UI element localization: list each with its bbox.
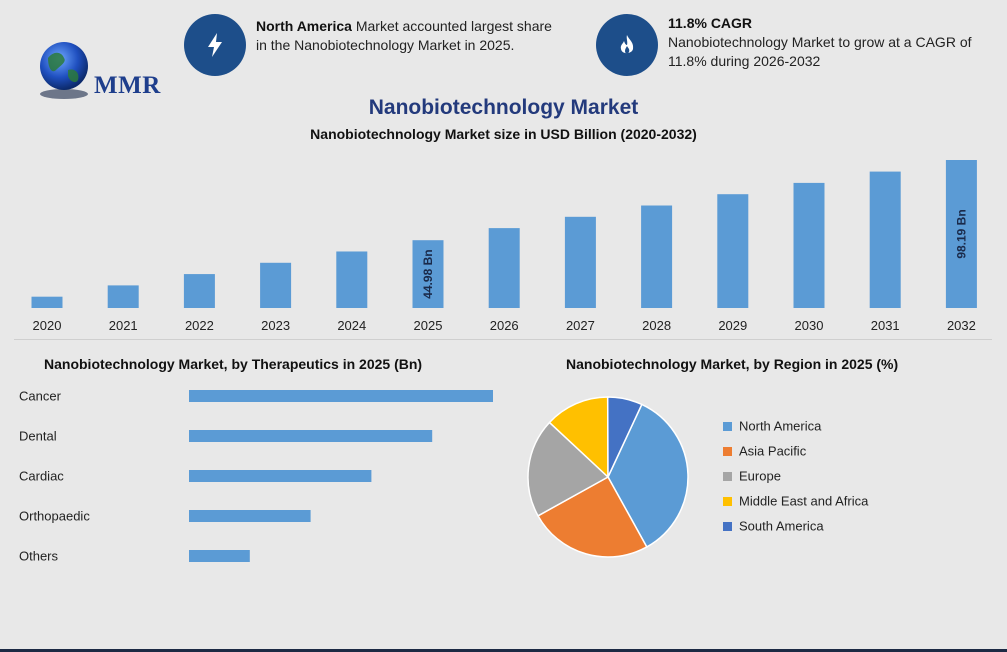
x-tick-label: 2020 <box>33 318 62 333</box>
info-card-cagr-body: Nanobiotechnology Market to grow at a CA… <box>668 34 972 69</box>
legend-label: Middle East and Africa <box>739 494 869 509</box>
legend-label: Asia Pacific <box>739 444 807 459</box>
flame-icon-badge <box>596 14 658 76</box>
info-card-region-text: North America Market accounted largest s… <box>256 17 556 55</box>
region-pie-chart: North America Asia Pacific Europe Middle Ea… <box>527 396 869 558</box>
bar-2023 <box>260 262 292 308</box>
globe-icon <box>40 42 88 99</box>
x-tick-label: 2028 <box>642 318 671 333</box>
hbar-others <box>189 550 250 562</box>
bar-2025 <box>412 240 444 308</box>
info-card-cagr-text: 11.8% CAGR Nanobiotechnology Market to g… <box>668 14 990 71</box>
bottom-border <box>0 649 1007 652</box>
info-card-cagr-bold: 11.8% CAGR <box>668 15 753 31</box>
hbar-cancer <box>189 390 493 402</box>
info-card-region-body: Market accounted largest share in the Na… <box>256 18 552 53</box>
therapeutics-bar-chart: Cancer Dental Cardiac Orthopaedic Others <box>19 389 493 564</box>
legend-label: North America <box>739 419 822 434</box>
x-tick-label: 2022 <box>185 318 214 333</box>
region-chart-title: Nanobiotechnology Market, by Region in 2… <box>566 356 899 372</box>
bar-2021 <box>107 285 139 308</box>
bar-2029 <box>717 194 749 308</box>
category-label: Cancer <box>19 389 62 404</box>
bar-data-label: 44.98 Bn <box>421 249 435 298</box>
section-divider <box>14 339 992 340</box>
bar-2028 <box>641 205 673 308</box>
category-label: Cardiac <box>19 469 64 484</box>
x-tick-label: 2021 <box>109 318 138 333</box>
bar-2032 <box>945 160 977 308</box>
legend-label: Europe <box>739 469 781 484</box>
bar-2031 <box>869 171 901 308</box>
pie-slice-europe <box>527 421 610 517</box>
category-label: Others <box>19 549 59 564</box>
bar-2027 <box>564 216 596 308</box>
legend-swatch <box>723 497 732 506</box>
x-tick-label: 2032 <box>947 318 976 333</box>
bar-2030 <box>793 182 825 308</box>
chart-main-subtitle: Nanobiotechnology Market size in USD Bil… <box>310 126 697 142</box>
x-tick-label: 2024 <box>337 318 366 333</box>
legend-swatch <box>723 422 732 431</box>
x-tick-label: 2029 <box>718 318 747 333</box>
pie-slice-south-america <box>606 396 643 478</box>
legend-label: South America <box>739 519 824 534</box>
bar-2020 <box>31 296 63 308</box>
info-card-region: North America Market accounted largest s… <box>184 14 564 76</box>
category-label: Orthopaedic <box>19 509 90 524</box>
therapeutics-chart-title: Nanobiotechnology Market, by Therapeutic… <box>44 356 423 372</box>
market-size-bar-chart: 2020 2021 2022 2023 2024 2025 44.98 Bn 2026 2027… <box>31 160 977 333</box>
info-card-region-bold: North America <box>256 18 352 34</box>
x-tick-label: 2027 <box>566 318 595 333</box>
legend-swatch <box>723 472 732 481</box>
pie-slice-asia-pacific <box>537 475 648 558</box>
pie-slice-north-america <box>607 403 689 548</box>
logo-text: MMR <box>94 72 161 99</box>
mmr-logo: MMR <box>16 18 160 99</box>
hbar-cardiac <box>189 470 372 482</box>
legend-swatch <box>723 522 732 531</box>
flame-icon <box>620 35 634 54</box>
lightning-icon <box>208 33 222 57</box>
legend-swatch <box>723 447 732 456</box>
bar-2026 <box>488 228 520 308</box>
info-card-cagr: 11.8% CAGR Nanobiotechnology Market to g… <box>596 14 996 76</box>
x-tick-label: 2026 <box>490 318 519 333</box>
category-label: Dental <box>19 429 57 444</box>
hbar-dental <box>189 430 433 442</box>
bar-2024 <box>336 251 368 308</box>
bar-data-label: 98.19 Bn <box>954 209 968 258</box>
lightning-icon-badge <box>184 14 246 76</box>
chart-main-title: Nanobiotechnology Market <box>368 96 639 119</box>
x-tick-label: 2030 <box>795 318 824 333</box>
pie-slice-middle-east-and-africa <box>548 396 609 479</box>
x-tick-label: 2025 <box>414 318 443 333</box>
x-tick-label: 2031 <box>871 318 900 333</box>
hbar-orthopaedic <box>189 510 311 522</box>
x-tick-label: 2023 <box>261 318 290 333</box>
bar-2022 <box>183 274 215 308</box>
